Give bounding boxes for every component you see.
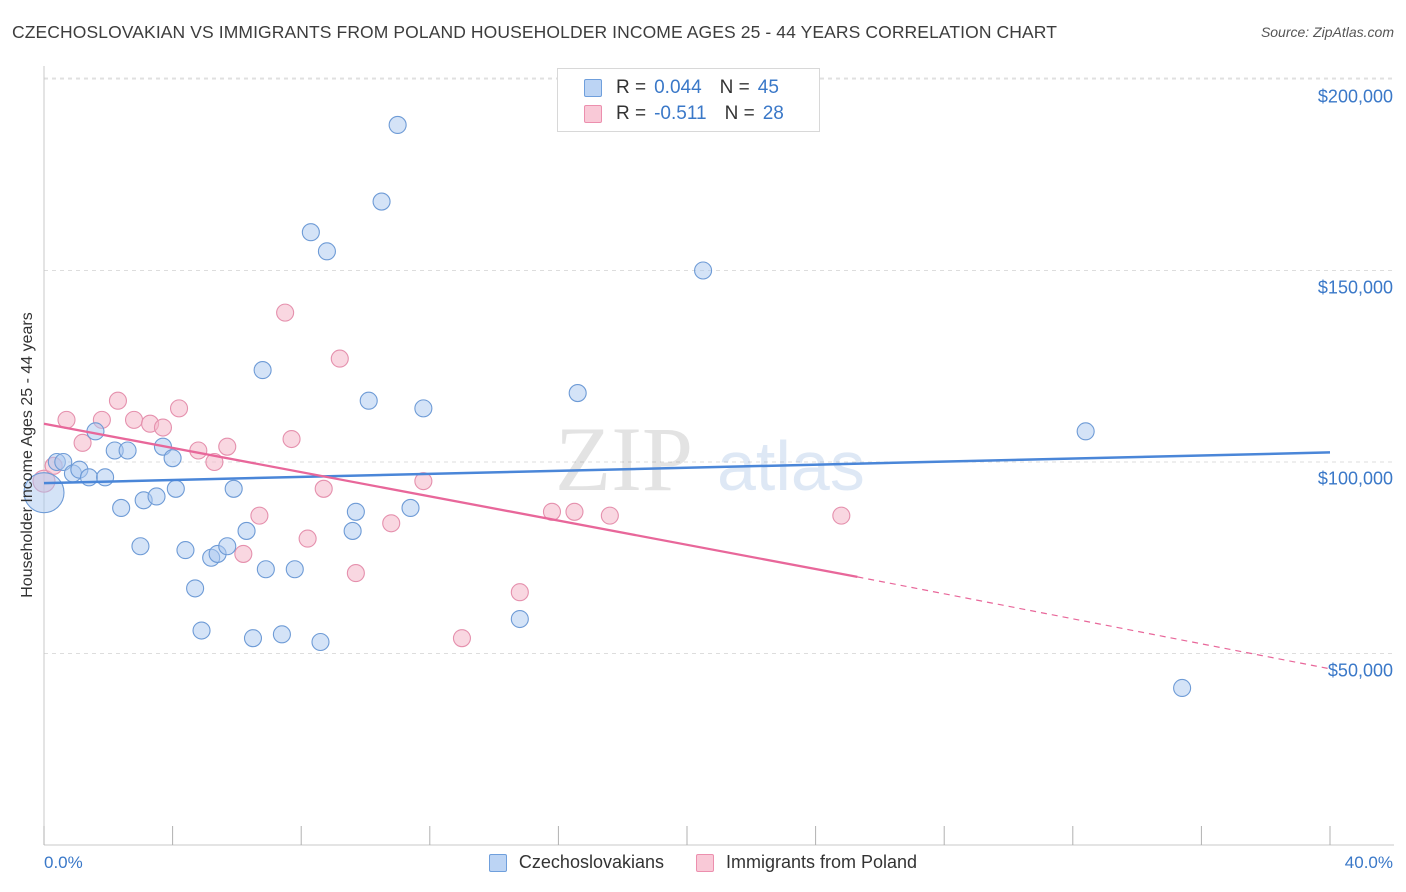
data-point-poland bbox=[169, 399, 189, 418]
data-point-czech bbox=[301, 223, 320, 242]
data-point-poland bbox=[124, 410, 144, 429]
data-point-czech bbox=[359, 391, 378, 410]
data-point-czech bbox=[166, 479, 185, 498]
axes bbox=[43, 66, 1394, 846]
data-point-poland bbox=[414, 472, 433, 491]
data-point-czech bbox=[131, 537, 150, 556]
data-point-poland bbox=[565, 502, 584, 521]
data-point-czech bbox=[218, 537, 237, 556]
y-axis-label: Householder Income Ages 25 - 44 years bbox=[19, 312, 36, 598]
series-legend: Czechoslovakians Immigrants from Poland bbox=[0, 852, 1406, 873]
legend-n-value: 45 bbox=[757, 77, 779, 98]
data-point-czech bbox=[176, 541, 195, 560]
data-point-poland bbox=[298, 529, 317, 548]
trend-line-czech bbox=[43, 451, 1331, 485]
data-point-czech bbox=[237, 521, 256, 540]
data-point-czech bbox=[1173, 678, 1192, 698]
data-point-czech bbox=[694, 261, 713, 280]
legend-r-label: R = bbox=[616, 77, 647, 98]
data-point-poland bbox=[108, 391, 127, 410]
data-point-czech bbox=[1076, 422, 1095, 441]
y-tick-label: $50,000 bbox=[1327, 660, 1393, 681]
data-point-poland bbox=[346, 564, 365, 583]
legend-n-label: N = bbox=[724, 103, 755, 124]
trend-line-poland bbox=[43, 422, 858, 579]
legend-r-value: 0.044 bbox=[654, 77, 702, 98]
data-point-czech bbox=[186, 579, 205, 598]
watermark-zip: ZIP bbox=[555, 408, 693, 510]
data-point-czech bbox=[253, 361, 272, 380]
data-point-poland bbox=[600, 506, 619, 525]
legend-r-label: R = bbox=[616, 103, 647, 124]
legend-swatch-poland bbox=[696, 853, 714, 872]
data-point-czech bbox=[96, 468, 115, 487]
y-tick-label: $200,000 bbox=[1317, 86, 1393, 107]
legend-row-poland: R = -0.511 N = 28 bbox=[584, 102, 784, 126]
legend-item-immigrants-from-poland[interactable]: Immigrants from Poland bbox=[696, 852, 917, 873]
data-point-czech bbox=[510, 609, 529, 629]
data-point-poland bbox=[276, 303, 295, 322]
data-point-czech bbox=[568, 384, 587, 403]
data-point-czech bbox=[401, 498, 420, 518]
data-point-czech bbox=[272, 625, 291, 644]
grid-lines bbox=[44, 77, 1394, 654]
x-tick-label-min: 0.0% bbox=[44, 853, 83, 872]
data-point-czech bbox=[256, 560, 275, 579]
data-point-czech bbox=[192, 621, 211, 640]
data-point-poland bbox=[234, 544, 253, 563]
data-point-czech bbox=[343, 521, 362, 540]
data-point-czech bbox=[285, 560, 304, 579]
legend-n-value: 28 bbox=[762, 103, 784, 124]
data-point-czech bbox=[118, 441, 137, 460]
legend-row-czech: R = 0.044 N = 45 bbox=[584, 76, 779, 100]
data-point-czech bbox=[372, 192, 391, 211]
legend-swatch-czech bbox=[584, 79, 602, 97]
x-tick-label-max: 40.0% bbox=[1344, 853, 1393, 872]
data-point-poland bbox=[832, 506, 851, 525]
data-point-poland bbox=[282, 429, 301, 449]
data-point-czech bbox=[243, 629, 263, 648]
data-point-poland bbox=[510, 583, 529, 602]
points-czechoslovakians bbox=[23, 115, 1192, 698]
legend-swatch-czech bbox=[488, 853, 507, 872]
data-point-poland bbox=[330, 349, 349, 368]
legend-label: Czechoslovakians bbox=[518, 852, 664, 872]
chart-title: CZECHOSLOVAKIAN VS IMMIGRANTS FROM POLAN… bbox=[12, 22, 1057, 42]
watermark: ZIP atlas bbox=[555, 408, 865, 510]
legend-item-czechoslovakians[interactable]: Czechoslovakians bbox=[488, 852, 664, 873]
data-point-czech bbox=[163, 449, 182, 468]
data-point-poland bbox=[382, 514, 401, 533]
legend-n-label: N = bbox=[719, 77, 750, 98]
data-point-czech bbox=[388, 115, 407, 135]
y-tick-label: $150,000 bbox=[1317, 277, 1393, 298]
legend-label: Immigrants from Poland bbox=[726, 852, 918, 872]
data-point-poland bbox=[452, 629, 472, 648]
data-point-poland bbox=[250, 506, 269, 525]
data-point-czech bbox=[414, 399, 433, 418]
data-point-czech bbox=[311, 632, 330, 652]
legend-swatch-poland bbox=[584, 105, 602, 123]
legend-r-value: -0.511 bbox=[654, 103, 707, 124]
correlation-legend: R = 0.044 N = 45 R = -0.511 N = 28 bbox=[557, 68, 820, 132]
trend-lines bbox=[43, 422, 1331, 670]
y-tick-label: $100,000 bbox=[1317, 468, 1393, 489]
data-point-czech bbox=[112, 498, 131, 518]
data-point-poland bbox=[218, 437, 237, 456]
trend-line-poland-extension bbox=[857, 576, 1331, 670]
data-point-czech bbox=[346, 502, 365, 521]
data-point-czech bbox=[224, 479, 243, 498]
data-point-poland bbox=[314, 479, 333, 498]
data-point-czech bbox=[317, 242, 336, 261]
data-point-poland bbox=[73, 433, 92, 452]
data-point-poland bbox=[153, 418, 173, 437]
chart-source: Source: ZipAtlas.com bbox=[1260, 24, 1394, 40]
data-point-czech bbox=[147, 487, 166, 506]
